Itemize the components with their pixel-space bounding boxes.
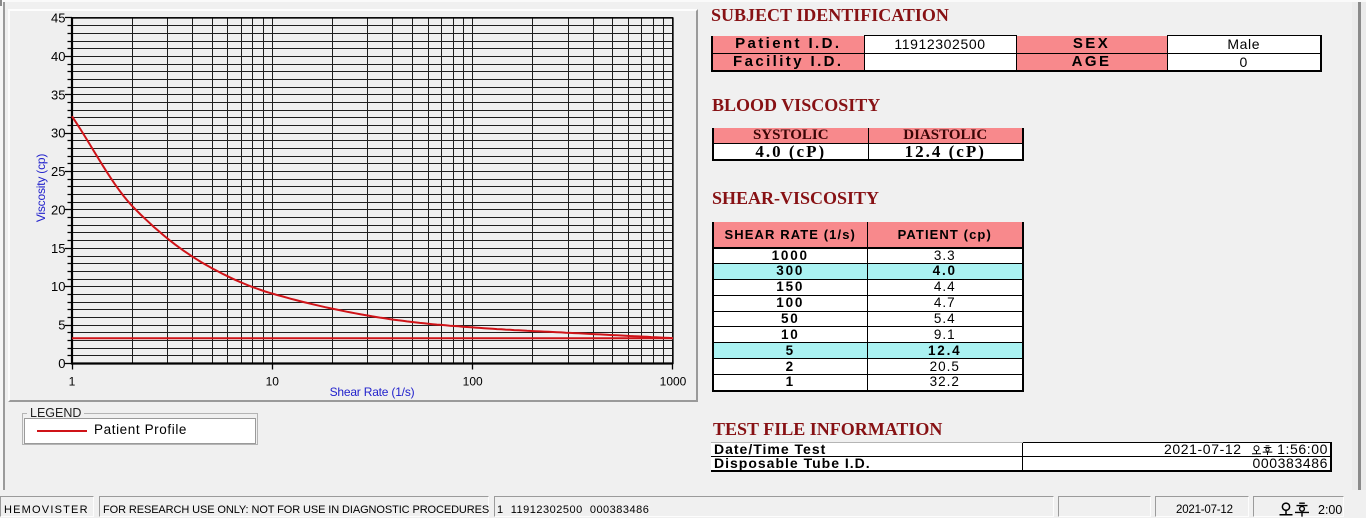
svg-text:100: 100 [463, 375, 483, 389]
svg-text:Viscosity (cp): Viscosity (cp) [34, 154, 48, 223]
svg-text:15: 15 [51, 241, 65, 256]
svg-text:1000: 1000 [660, 375, 687, 389]
svg-text:20: 20 [51, 202, 65, 217]
svg-text:40: 40 [51, 49, 65, 64]
svg-text:1: 1 [69, 375, 76, 389]
svg-text:25: 25 [51, 164, 65, 179]
svg-text:0: 0 [58, 356, 65, 371]
svg-text:45: 45 [51, 11, 65, 26]
svg-text:10: 10 [266, 375, 280, 389]
svg-text:35: 35 [51, 87, 65, 102]
svg-text:30: 30 [51, 126, 65, 141]
svg-text:5: 5 [58, 318, 65, 333]
svg-text:Shear Rate (1/s): Shear Rate (1/s) [330, 385, 415, 399]
svg-text:10: 10 [51, 279, 65, 294]
